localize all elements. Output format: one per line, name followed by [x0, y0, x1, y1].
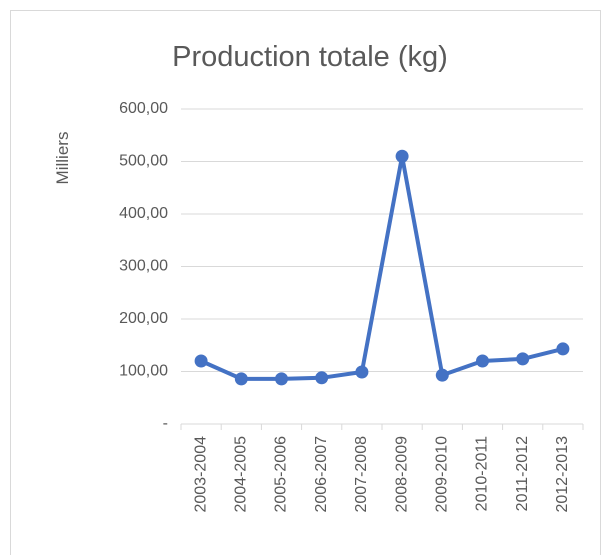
marker	[275, 372, 288, 386]
line	[200, 154, 564, 381]
x-tick-label: 2003-2004	[192, 436, 209, 513]
y-tick-label: 400,00	[119, 205, 168, 222]
marker	[355, 365, 369, 379]
y-tick-label: 300,00	[119, 258, 168, 275]
x-tick-label: 2006-2007	[313, 436, 330, 513]
marker	[234, 372, 248, 386]
y-tick-label: 100,00	[119, 363, 168, 380]
y-tick-label: -	[163, 415, 168, 432]
y-tick-label: 200,00	[119, 310, 168, 327]
x-tick-label: 2005-2006	[273, 436, 290, 513]
x-tick-label: 2009-2010	[434, 436, 451, 513]
x-tick-label: 2011-2012	[514, 436, 531, 511]
marker	[556, 342, 570, 356]
x-tick-label: 2010-2011	[474, 436, 491, 511]
marker	[476, 354, 489, 368]
y-tick-label: 600,00	[119, 100, 168, 117]
chart-title: Production totale (kg)	[172, 41, 448, 73]
x-tick-label: 2012-2013	[554, 436, 571, 513]
chart-border	[10, 10, 601, 555]
y-axis-title: Milliers	[53, 132, 72, 185]
y-tick-label: 500,00	[119, 153, 168, 170]
marker	[194, 354, 208, 368]
marker	[435, 368, 449, 382]
x-tick-label: 2007-2008	[353, 436, 370, 513]
x-tick-label: 2004-2005	[233, 436, 250, 513]
marker	[395, 149, 409, 163]
marker	[516, 352, 530, 366]
marker	[315, 371, 329, 385]
x-tick-label: 2008-2009	[393, 436, 410, 513]
